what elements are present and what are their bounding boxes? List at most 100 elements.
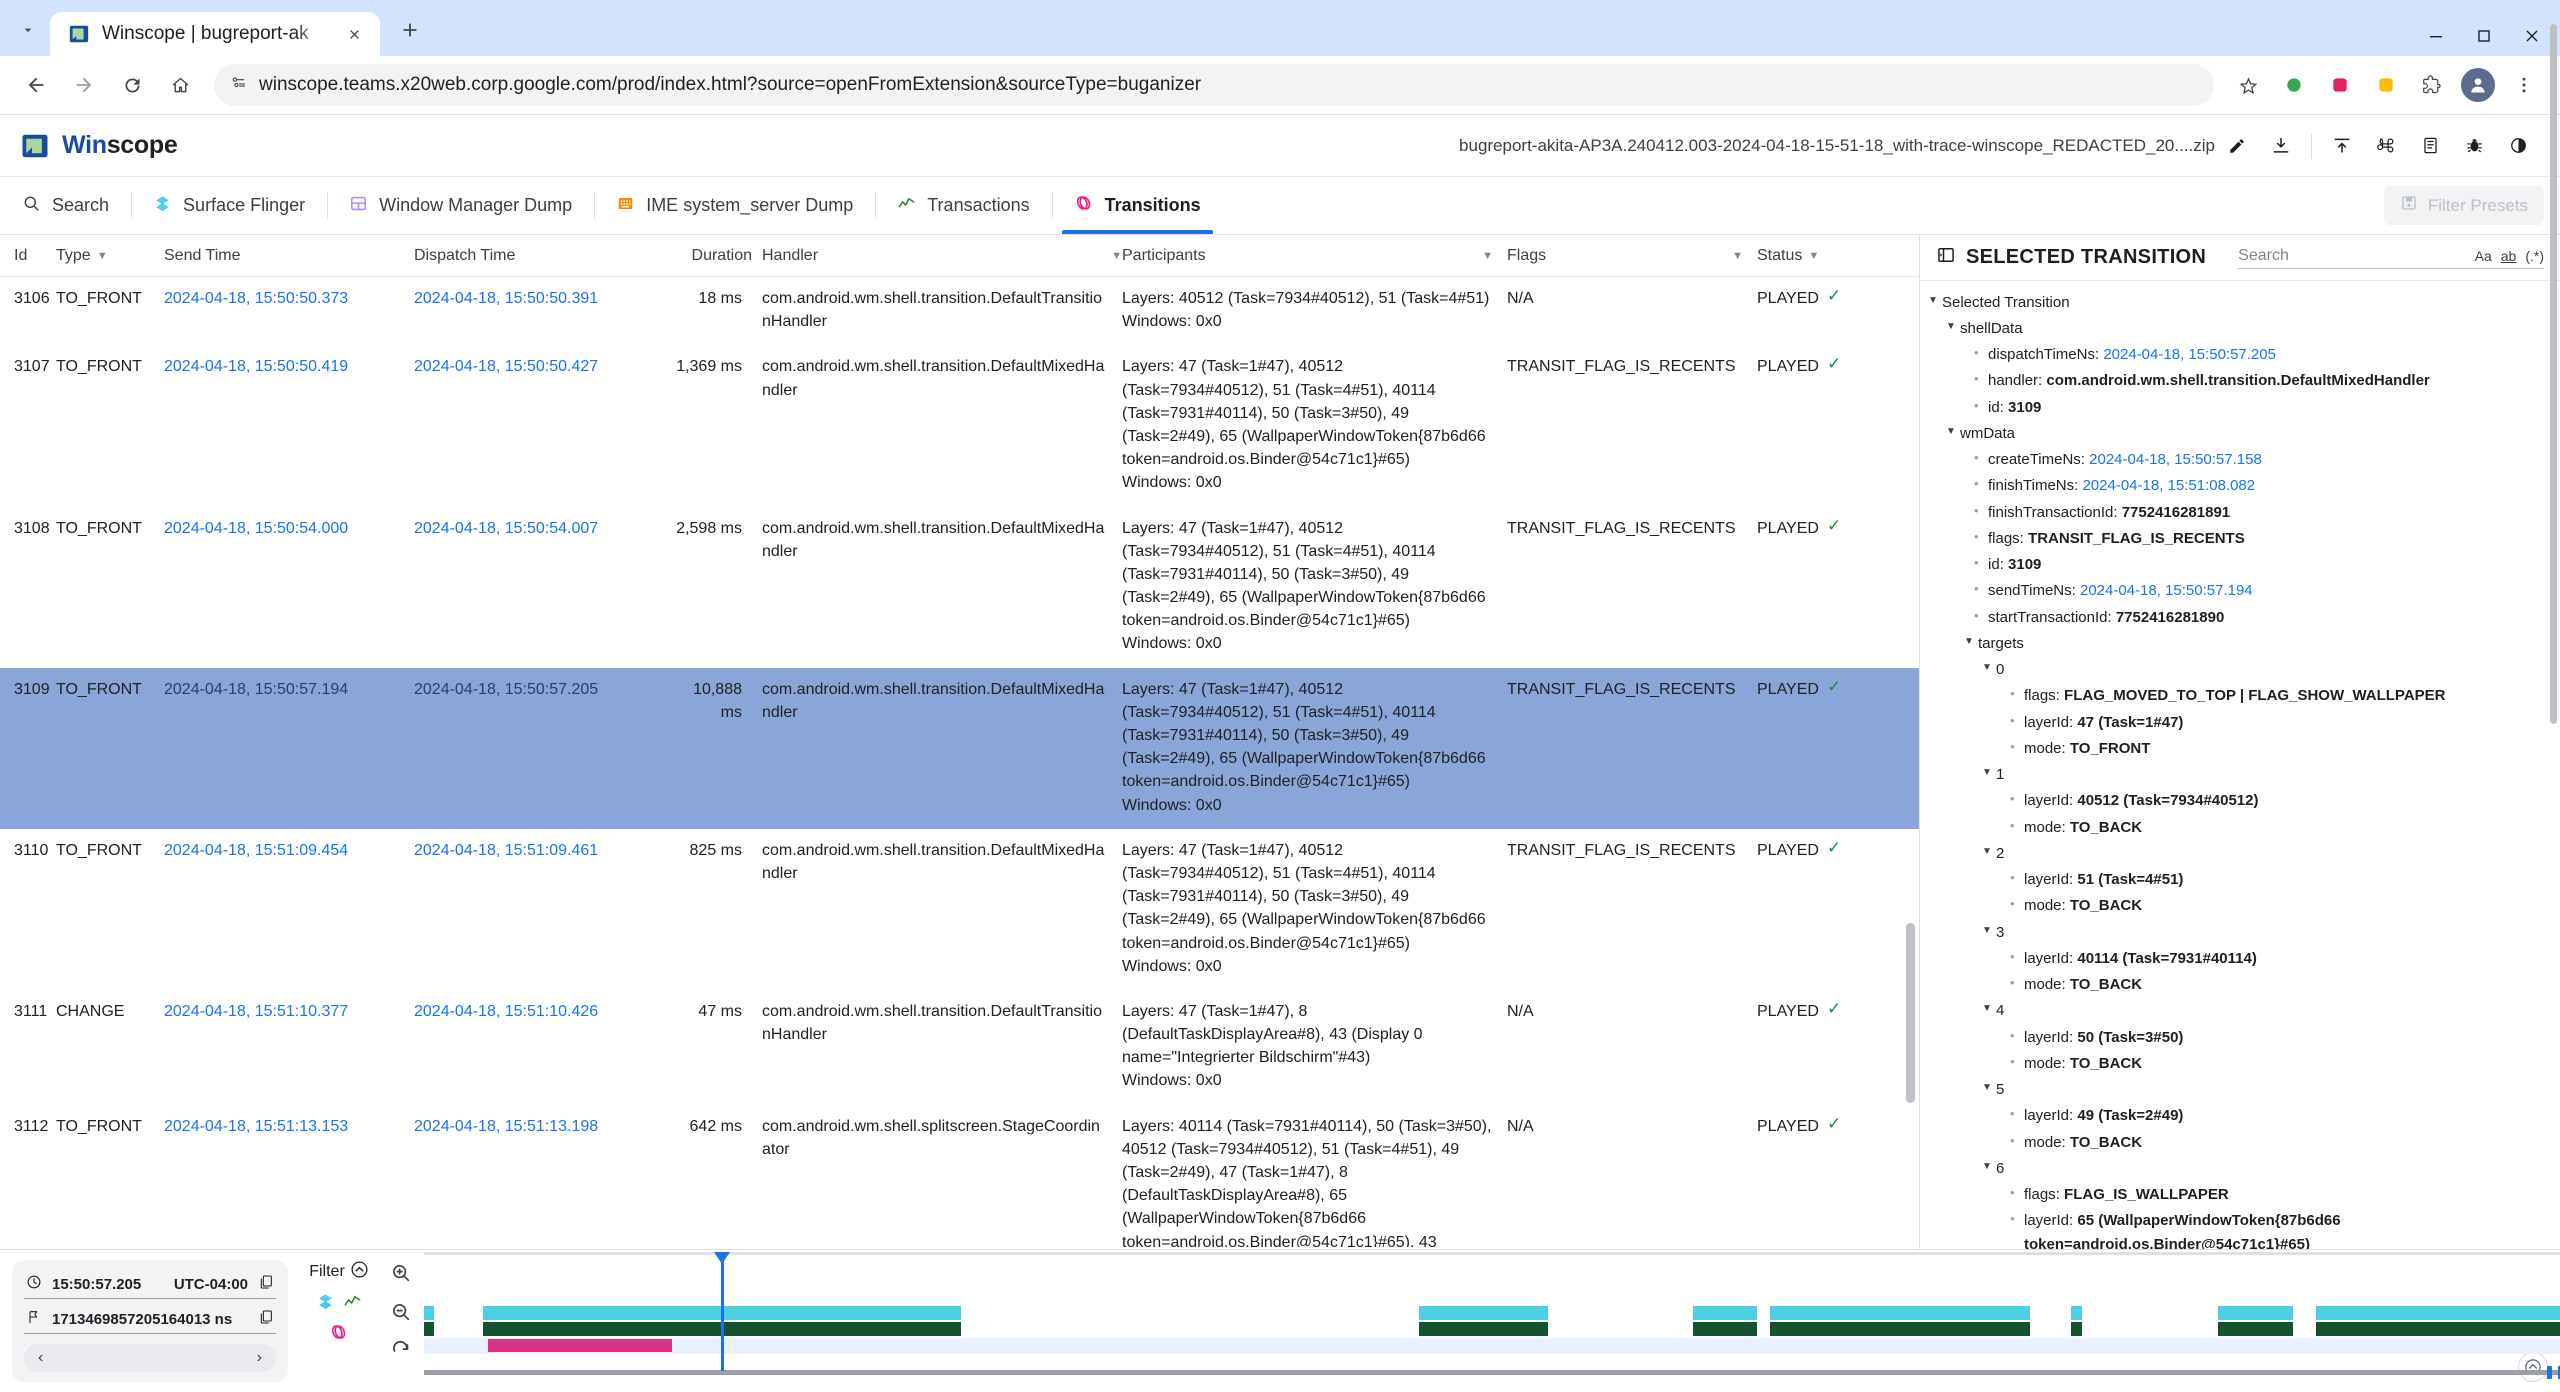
tree-node-shelldata-handler[interactable]: • handler: com.android.wm.shell.transitio… xyxy=(1920,368,2560,394)
tree-node-target-3[interactable]: ▼ 3 xyxy=(1920,919,2560,945)
maximize-button[interactable] xyxy=(2460,16,2508,56)
tree-node-wmdata-finishTimeNs[interactable]: • finishTimeNs: 2024-04-18, 15:51:08.082 xyxy=(1920,473,2560,499)
tree-node-target-3-mode[interactable]: • mode: TO_BACK xyxy=(1920,972,2560,998)
tree-expand-icon[interactable]: ▼ xyxy=(1964,635,1974,647)
table-row[interactable]: 3111 CHANGE 2024-04-18, 15:51:10.377 2024-0… xyxy=(0,990,1919,1105)
download-icon[interactable] xyxy=(2259,126,2303,166)
tab-transactions[interactable]: Transactions xyxy=(875,177,1051,234)
tree-expand-icon[interactable]: ▼ xyxy=(1982,662,1992,673)
table-row[interactable]: 3108 TO_FRONT 2024-04-18, 15:50:54.000 2024… xyxy=(0,507,1919,668)
extension-pink-icon[interactable] xyxy=(2318,63,2362,107)
tree-node-wmdata[interactable]: ▼ wmData xyxy=(1920,420,2560,446)
timeline-segment[interactable] xyxy=(2316,1306,2560,1320)
timeline-segment[interactable] xyxy=(1419,1306,1548,1320)
tree-node-target-2-layerId[interactable]: • layerId: 51 (Task=4#51) xyxy=(1920,867,2560,893)
timeline-segment[interactable] xyxy=(488,1339,672,1352)
site-info-icon[interactable] xyxy=(230,74,247,96)
tree-node-target-6-layerId[interactable]: • layerId: 65 (WallpaperWindowToken{87b6d… xyxy=(1920,1208,2560,1249)
browser-tab[interactable]: Winscope | bugreport-ak xyxy=(50,12,380,56)
tab-ime-system-server-dump[interactable]: IME system_server Dump xyxy=(594,177,875,234)
tree-expand-icon[interactable]: ▼ xyxy=(1982,1003,1992,1015)
tree-node-target-2[interactable]: ▼ 2 xyxy=(1920,840,2560,866)
tree-node-target-5-layerId[interactable]: • layerId: 49 (Task=2#49) xyxy=(1920,1103,2560,1129)
tab-window-manager-dump[interactable]: Window Manager Dump xyxy=(327,177,594,234)
tree-node-target-1[interactable]: ▼ 1 xyxy=(1920,762,2560,788)
window-manager-track[interactable] xyxy=(424,1322,2560,1336)
reload-icon[interactable] xyxy=(110,63,154,107)
table-row[interactable]: 3106 TO_FRONT 2024-04-18, 15:50:50.373 2024… xyxy=(0,277,1919,345)
tree-node-shelldata-id[interactable]: • id: 3109 xyxy=(1920,394,2560,420)
column-header-flags[interactable]: Flags ▼ xyxy=(1507,247,1757,265)
prev-entry-button[interactable]: ‹ xyxy=(38,1349,44,1366)
tree-node-target-1-mode[interactable]: • mode: TO_BACK xyxy=(1920,814,2560,840)
tree-expand-icon[interactable]: ▼ xyxy=(1928,294,1938,306)
docs-icon[interactable] xyxy=(2408,126,2452,166)
column-header-participants[interactable]: Participants ▼ xyxy=(1122,247,1507,265)
tree-node-target-2-mode[interactable]: • mode: TO_BACK xyxy=(1920,893,2560,919)
tree-expand-icon[interactable]: ▼ xyxy=(1982,845,1992,857)
column-header-handler[interactable]: Handler ▼ xyxy=(752,247,1122,265)
human-time-field[interactable]: 15:50:57.205 UTC-04:00 xyxy=(24,1270,276,1299)
table-row[interactable]: 3107 TO_FRONT 2024-04-18, 15:50:50.419 2024… xyxy=(0,345,1919,506)
timeline-canvas[interactable] xyxy=(424,1250,2560,1383)
timeline-segment[interactable] xyxy=(2218,1322,2293,1336)
tree-expand-icon[interactable]: ▼ xyxy=(1946,320,1956,332)
timeline-bookmark[interactable] xyxy=(2547,1366,2553,1379)
timeline-segment[interactable] xyxy=(1419,1322,1548,1336)
column-header-dispatch-time[interactable]: Dispatch Time xyxy=(414,247,672,265)
zoom-out-icon[interactable] xyxy=(390,1301,412,1328)
tree-node-target-0-layerId[interactable]: • layerId: 47 (Task=1#47) xyxy=(1920,709,2560,735)
tree-node-target-0-flags[interactable]: • flags: FLAG_MOVED_TO_TOP | FLAG_SHOW_WA… xyxy=(1920,683,2560,709)
tree-node-shelldata-dispatchTimeNs[interactable]: • dispatchTimeNs: 2024-04-18, 15:50:57.20… xyxy=(1920,342,2560,368)
tab-search[interactable]: Search xyxy=(0,177,131,234)
timeline-segment[interactable] xyxy=(2070,1306,2082,1320)
match-case-option[interactable]: Aa xyxy=(2474,247,2492,264)
ns-time-field[interactable]: 1713469857205164013 ns xyxy=(24,1305,276,1334)
timeline-bookmark[interactable] xyxy=(2557,1366,2560,1379)
new-tab-button[interactable] xyxy=(388,8,432,52)
timeline-segment[interactable] xyxy=(424,1306,434,1320)
tree-node-target-6-flags[interactable]: • flags: FLAG_IS_WALLPAPER xyxy=(1920,1182,2560,1208)
tab-transitions[interactable]: Transitions xyxy=(1051,177,1223,234)
tree-node-target-4-layerId[interactable]: • layerId: 50 (Task=3#50) xyxy=(1920,1024,2560,1050)
copy-icon[interactable] xyxy=(258,1274,274,1294)
collapse-panel-icon[interactable] xyxy=(1936,245,1956,271)
details-scrollbar-thumb[interactable] xyxy=(2550,24,2557,724)
tree-node-wmdata-startTransactionId[interactable]: • startTransactionId: 7752416281890 xyxy=(1920,604,2560,630)
whole-word-option[interactable]: ab xyxy=(2500,247,2517,264)
home-icon[interactable] xyxy=(158,63,202,107)
tree-node-target-5[interactable]: ▼ 5 xyxy=(1920,1077,2560,1103)
details-search-input[interactable]: Search xyxy=(2238,246,2289,264)
bug-icon[interactable] xyxy=(2452,126,2496,166)
timeline-segment[interactable] xyxy=(424,1322,434,1336)
column-header-id[interactable]: Id xyxy=(14,247,56,265)
reset-zoom-icon[interactable] xyxy=(390,1340,412,1367)
transactions-icon[interactable] xyxy=(343,1292,362,1316)
close-icon[interactable] xyxy=(340,20,368,48)
back-icon[interactable] xyxy=(14,63,58,107)
tree-node-target-4-mode[interactable]: • mode: TO_BACK xyxy=(1920,1050,2560,1076)
tree-node-target-1-layerId[interactable]: • layerId: 40512 (Task=7934#40512) xyxy=(1920,788,2560,814)
tree-node-target-0-mode[interactable]: • mode: TO_FRONT xyxy=(1920,735,2560,761)
surface-flinger-track[interactable] xyxy=(424,1306,2560,1320)
tree-node-target-6[interactable]: ▼ 6 xyxy=(1920,1155,2560,1181)
minimize-button[interactable] xyxy=(2412,16,2460,56)
details-search[interactable]: Search Aa ab (.*) xyxy=(2238,247,2544,269)
column-header-type[interactable]: Type ▼ xyxy=(56,247,164,265)
details-tree[interactable]: ▼ Selected Transition ▼ shellData • dispatchT… xyxy=(1920,281,2560,1250)
timeline-overview-rule[interactable] xyxy=(424,1370,2560,1375)
filter-presets-button[interactable]: Filter Presets xyxy=(2383,186,2544,225)
timeline-filter-label-row[interactable]: Filter xyxy=(309,1260,369,1284)
extension-yellow-icon[interactable] xyxy=(2364,63,2408,107)
table-scrollbar[interactable] xyxy=(1906,283,1917,1235)
timeline-segment[interactable] xyxy=(1769,1322,2031,1336)
tree-node-wmdata-finishTransactionId[interactable]: • finishTransactionId: 7752416281891 xyxy=(1920,499,2560,525)
tree-expand-icon[interactable]: ▼ xyxy=(1982,924,1992,936)
address-bar[interactable]: winscope.teams.x20web.corp.google.com/pr… xyxy=(214,64,2214,106)
details-scrollbar[interactable] xyxy=(2549,6,2557,1386)
tree-expand-icon[interactable]: ▼ xyxy=(1982,767,1992,778)
table-row[interactable]: 3110 TO_FRONT 2024-04-18, 15:51:09.454 2024… xyxy=(0,829,1919,990)
bookmark-star-icon[interactable] xyxy=(2226,63,2270,107)
column-header-duration[interactable]: Duration xyxy=(672,247,752,265)
timeline-playhead[interactable] xyxy=(713,1252,730,1371)
